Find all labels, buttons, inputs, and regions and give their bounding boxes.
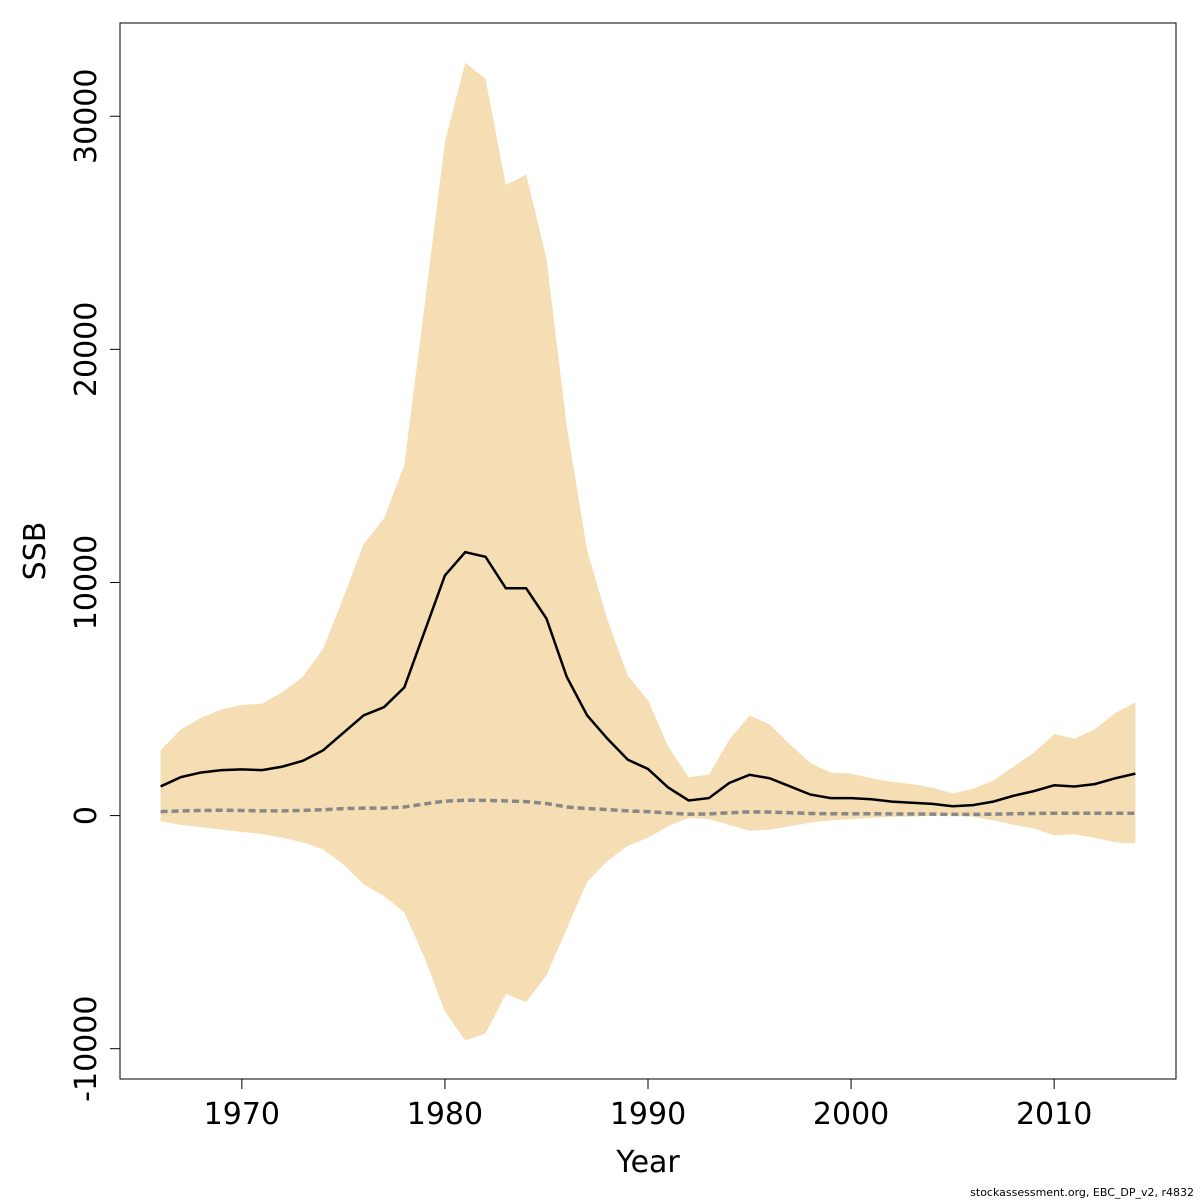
plot-frame	[119, 22, 1177, 1080]
reference-line	[160, 798, 1136, 817]
x-tick-label: 1970	[204, 1097, 280, 1132]
y-tick-label: 20000	[69, 302, 104, 397]
x-tick-label: 1980	[407, 1097, 483, 1132]
y-tick-label: -10000	[69, 996, 104, 1102]
y-axis-title: SSB	[18, 522, 53, 581]
y-tick-label: 30000	[69, 69, 104, 164]
x-tick-label: 1990	[610, 1097, 686, 1132]
confidence-band	[160, 62, 1136, 1041]
ssb-estimate-line	[160, 550, 1136, 808]
y-tick-label: 0	[69, 806, 104, 825]
x-axis: 1970 1980 1990 2000 2010	[204, 1078, 1092, 1132]
y-tick-label: 10000	[69, 535, 104, 630]
x-axis-title: Year	[615, 1145, 680, 1180]
plot-area	[160, 62, 1136, 1041]
y-axis: -10000 0 10000 20000 30000	[69, 69, 121, 1102]
footer-credit: stockassessment.org, EBC_DP_v2, r4832	[970, 1186, 1194, 1199]
x-tick-label: 2010	[1016, 1097, 1092, 1132]
x-tick-label: 2000	[813, 1097, 889, 1132]
